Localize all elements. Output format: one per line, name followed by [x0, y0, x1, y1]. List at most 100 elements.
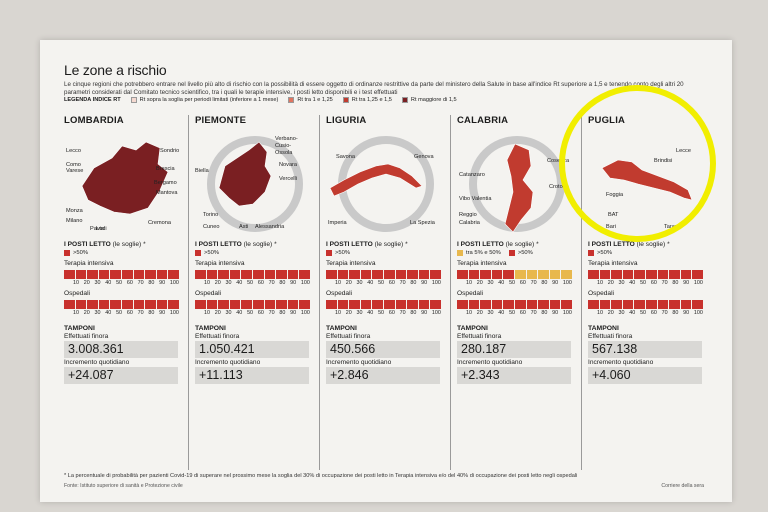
asterisk: *: [405, 241, 408, 248]
bar-segment: [276, 300, 287, 309]
legend-item: Rt maggiore di 1,5: [401, 97, 457, 104]
tick-label: 40: [236, 310, 243, 316]
tick-label: 50: [378, 310, 385, 316]
city-label: Bergamo: [154, 180, 177, 186]
bar-segment: [407, 300, 418, 309]
city-label: Brescia: [156, 166, 175, 172]
ospedali-label: Ospedali: [64, 290, 91, 297]
bar-segment: [491, 300, 503, 309]
tick-label: 60: [126, 310, 133, 316]
legend-title: LEGENDA INDICE RT: [64, 97, 121, 104]
tick-label: 10: [204, 310, 210, 316]
city-label: Cuneo: [203, 224, 220, 230]
bar-ticks: 10 20 30 40 50 60 70 80 90 100: [195, 310, 311, 316]
tick-label: 100: [562, 280, 572, 286]
bar-segment: [75, 300, 87, 309]
asterisk: *: [274, 241, 277, 248]
posti-letto-title: I POSTI LETTO (le soglie) *: [64, 241, 182, 248]
legend-swatch: [342, 97, 349, 104]
tick-label: 80: [410, 310, 417, 316]
city-label: Lodi: [96, 226, 107, 232]
bar-segment: [503, 270, 514, 279]
tick-label: 90: [683, 280, 690, 286]
tick-label: 60: [388, 310, 395, 316]
bar-segment: [299, 300, 310, 309]
threshold-keys: >50%: [64, 250, 182, 256]
ospedali-bar: [195, 300, 311, 309]
bar-segment: [121, 270, 133, 279]
bar-segment: [337, 270, 349, 279]
bar-segment: [326, 270, 337, 279]
tick-label: 100: [300, 310, 310, 316]
incremento-label: Incremento quotidiano: [195, 359, 261, 366]
posti-letto-sub: (le soglie): [112, 241, 142, 248]
legend-swatch: [288, 97, 295, 104]
tick-label: 70: [661, 310, 668, 316]
bar-segment: [98, 270, 110, 279]
posti-letto-label: I POSTI LETTO: [64, 241, 111, 248]
tick-label: 100: [431, 310, 441, 316]
terapia-bar: [457, 270, 573, 279]
bar-segment: [538, 300, 549, 309]
source-note: Fonte: Istituto superiore di sanità e Pr…: [64, 483, 183, 489]
city-label: Sondrio: [160, 148, 180, 154]
city-label: Asti: [239, 224, 249, 230]
tick-label: 30: [94, 310, 101, 316]
bar-segment: [514, 300, 526, 309]
city-label: Reggio: [459, 212, 477, 218]
tick-label: 70: [530, 280, 537, 286]
bar-segment: [252, 270, 264, 279]
bar-segment: [87, 300, 98, 309]
tick-label: 60: [257, 310, 264, 316]
bar-segment: [657, 300, 669, 309]
incremento-value: +4.060: [588, 367, 702, 384]
tick-label: 20: [345, 310, 352, 316]
threshold-swatch: [588, 250, 594, 256]
tick-label: 60: [650, 280, 657, 286]
city-label: Lecco: [66, 148, 81, 154]
city-label: Vercelli: [279, 176, 298, 182]
region-shape: [504, 143, 534, 233]
threshold-key: >50%: [508, 250, 533, 256]
tick-label: 30: [618, 280, 625, 286]
tick-label: 40: [367, 280, 374, 286]
tick-label: 10: [466, 310, 472, 316]
terapia-label: Terapia intensiva: [457, 260, 507, 267]
bar-ticks: 10 20 30 40 50 60 70 80 90 100: [457, 310, 573, 316]
effettuati-label: Effettuati finora: [457, 333, 502, 340]
bar-segment: [407, 270, 418, 279]
tamponi-title: TAMPONI: [195, 325, 226, 332]
asterisk: *: [536, 241, 539, 248]
ospedali-bar: [326, 300, 442, 309]
bar-segment: [669, 300, 680, 309]
bar-segment: [326, 300, 337, 309]
bar-segment: [611, 300, 622, 309]
bar-segment: [287, 270, 299, 279]
bar-segment: [241, 270, 252, 279]
city-label: Ossola: [275, 150, 293, 156]
tick-label: 80: [672, 310, 679, 316]
bar-segment: [588, 300, 599, 309]
tick-label: 50: [509, 280, 516, 286]
threshold-swatch: [64, 250, 70, 256]
bar-segment: [395, 270, 407, 279]
bar-segment: [195, 300, 206, 309]
bar-segment: [241, 300, 252, 309]
ospedali-label: Ospedali: [326, 290, 353, 297]
region-name: PIEMONTE: [195, 115, 247, 126]
tick-label: 70: [399, 310, 406, 316]
posti-letto-sub: (le soglie): [374, 241, 404, 248]
rt-legend: LEGENDA INDICE RT Rt sopra la soglia per…: [64, 97, 714, 104]
tick-label: 60: [126, 280, 133, 286]
bar-segment: [229, 300, 241, 309]
tick-label: 90: [159, 280, 166, 286]
bar-segment: [526, 300, 538, 309]
posti-letto-title: I POSTI LETTO (le soglie) *: [457, 241, 575, 248]
terapia-bar: [326, 270, 442, 279]
bar-ticks: 10 20 30 40 50 60 70 80 90 100: [588, 280, 704, 286]
tick-label: 50: [116, 310, 123, 316]
intro-text: Le cinque regioni che potrebbero entrare…: [64, 81, 684, 96]
bar-segment: [395, 300, 407, 309]
effettuati-value: 3.008.361: [64, 341, 178, 358]
tamponi-title: TAMPONI: [64, 325, 95, 332]
